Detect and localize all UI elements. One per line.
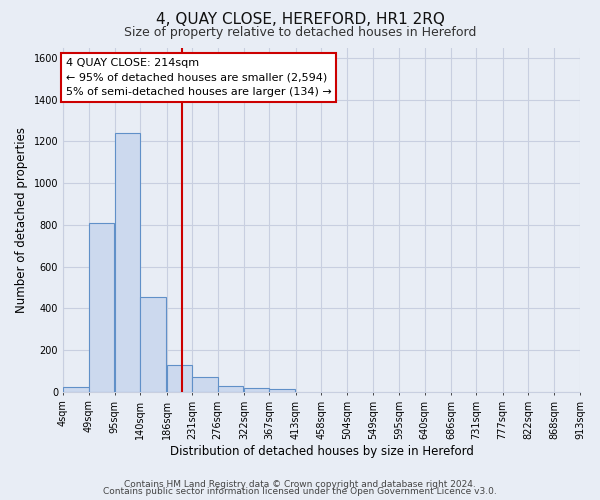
- Bar: [115, 133, 140, 392]
- Text: 4, QUAY CLOSE, HEREFORD, HR1 2RQ: 4, QUAY CLOSE, HEREFORD, HR1 2RQ: [155, 12, 445, 28]
- Bar: [167, 364, 192, 392]
- Bar: [192, 377, 218, 392]
- Text: Contains public sector information licensed under the Open Government Licence v3: Contains public sector information licen…: [103, 487, 497, 496]
- Bar: [244, 388, 269, 392]
- Bar: [269, 388, 295, 392]
- Text: 4 QUAY CLOSE: 214sqm
← 95% of detached houses are smaller (2,594)
5% of semi-det: 4 QUAY CLOSE: 214sqm ← 95% of detached h…: [65, 58, 331, 98]
- Bar: [89, 223, 114, 392]
- Y-axis label: Number of detached properties: Number of detached properties: [15, 126, 28, 312]
- Bar: [63, 386, 89, 392]
- Bar: [218, 386, 244, 392]
- X-axis label: Distribution of detached houses by size in Hereford: Distribution of detached houses by size …: [170, 444, 473, 458]
- Bar: [140, 297, 166, 392]
- Text: Size of property relative to detached houses in Hereford: Size of property relative to detached ho…: [124, 26, 476, 39]
- Text: Contains HM Land Registry data © Crown copyright and database right 2024.: Contains HM Land Registry data © Crown c…: [124, 480, 476, 489]
